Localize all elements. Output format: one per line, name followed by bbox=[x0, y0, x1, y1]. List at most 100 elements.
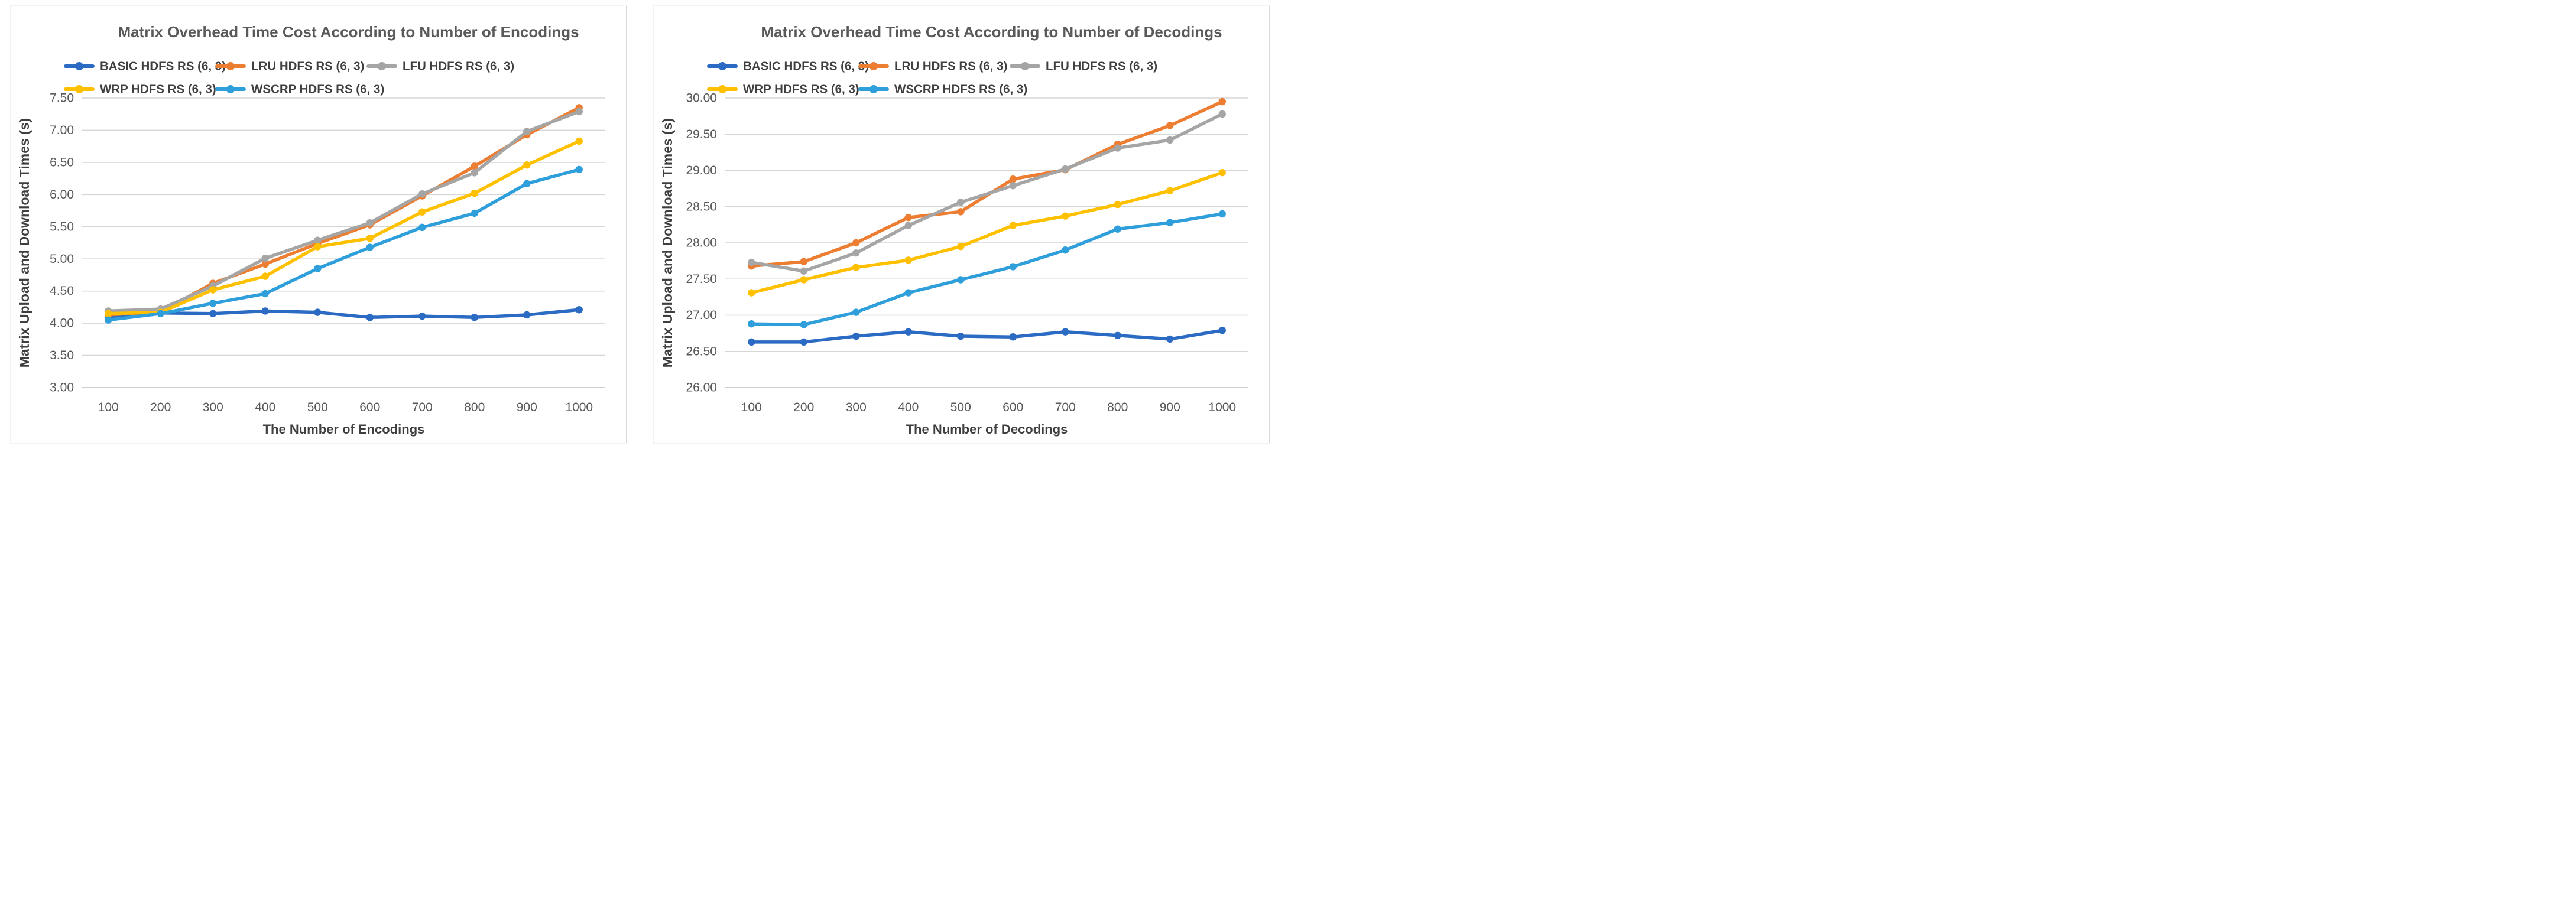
legend-dot-marker-icon bbox=[378, 62, 386, 70]
series-wscrp bbox=[105, 165, 583, 324]
series-wrp bbox=[105, 137, 583, 317]
data-point-marker bbox=[1114, 331, 1121, 339]
x-tick-label: 400 bbox=[898, 401, 919, 414]
decodings-chart-panel: 30.00 29.50 29.00 28.50 28.00 27.50 27.00 26.50… bbox=[654, 6, 1270, 443]
data-point-marker bbox=[1009, 222, 1017, 229]
chart-title: Matrix Overhead Time Cost According to N… bbox=[118, 23, 579, 41]
x-tick-labels-group: 100 200 300 400 500 600 700 800 900 1000 bbox=[98, 401, 593, 414]
data-point-marker bbox=[471, 169, 478, 177]
data-point-marker bbox=[852, 332, 860, 340]
legend-item-lfu: LFU HDFS RS (6, 3) bbox=[1010, 60, 1157, 73]
y-tick-label: 3.00 bbox=[50, 381, 74, 395]
series-line-lru bbox=[750, 100, 1224, 268]
series-wrp bbox=[748, 168, 1226, 297]
series-line-wrp bbox=[750, 171, 1224, 295]
y-tick-label: 26.50 bbox=[686, 344, 717, 358]
legend-label: BASIC HDFS RS (6, 3) bbox=[743, 60, 869, 73]
data-point-marker bbox=[261, 254, 269, 262]
data-point-marker bbox=[852, 264, 860, 271]
data-point-marker bbox=[748, 338, 755, 346]
x-tick-label: 800 bbox=[1107, 401, 1128, 414]
y-tick-label: 5.00 bbox=[50, 252, 74, 266]
data-point-marker bbox=[957, 276, 965, 284]
legend-label: LFU HDFS RS (6, 3) bbox=[403, 60, 514, 73]
series-wscrp bbox=[748, 210, 1226, 328]
y-tick-label: 4.50 bbox=[50, 284, 74, 298]
chart-title: Matrix Overhead Time Cost According to N… bbox=[761, 23, 1222, 41]
legend-item-wrp: WRP HDFS RS (6, 3) bbox=[707, 83, 859, 96]
x-axis-title: The Number of Encodings bbox=[263, 422, 425, 437]
data-point-marker bbox=[957, 199, 965, 206]
data-point-marker bbox=[366, 243, 374, 251]
data-point-marker bbox=[366, 219, 374, 227]
data-point-marker bbox=[1062, 246, 1069, 254]
legend-dot-marker-icon bbox=[75, 85, 83, 93]
data-point-marker bbox=[957, 332, 965, 340]
data-point-marker bbox=[748, 320, 755, 328]
data-point-marker bbox=[1218, 210, 1226, 218]
data-point-marker bbox=[471, 189, 478, 197]
y-tick-label: 26.00 bbox=[686, 381, 717, 395]
legend-item-lfu: LFU HDFS RS (6, 3) bbox=[366, 60, 514, 73]
data-point-marker bbox=[418, 223, 426, 232]
data-point-marker bbox=[800, 267, 807, 275]
data-point-marker bbox=[1166, 136, 1174, 144]
x-tick-label: 500 bbox=[307, 401, 328, 414]
encodings-line-chart-svg: 7.50 7.00 6.50 6.00 5.50 5.00 4.50 4.00 3.50 3.00… bbox=[17, 23, 605, 437]
gridlines-group bbox=[725, 97, 1248, 388]
data-point-marker bbox=[852, 308, 860, 316]
y-tick-label: 27.00 bbox=[686, 308, 717, 322]
data-point-marker bbox=[209, 286, 217, 294]
legend-label: WSCRP HDFS RS (6, 3) bbox=[894, 83, 1027, 96]
data-point-marker bbox=[366, 314, 374, 321]
y-axis-title: Matrix Upload and Download Times (s) bbox=[17, 118, 32, 368]
data-point-marker bbox=[523, 311, 531, 319]
legend: BASIC HDFS RS (6, 3) LRU HDFS RS (6, 3) LF… bbox=[707, 60, 1157, 96]
legend-dot-marker-icon bbox=[870, 62, 878, 70]
legend-label: WRP HDFS RS (6, 3) bbox=[743, 83, 859, 96]
data-point-marker bbox=[261, 307, 269, 315]
data-point-marker bbox=[1166, 335, 1174, 343]
legend-label: WRP HDFS RS (6, 3) bbox=[100, 83, 216, 96]
legend: BASIC HDFS RS (6, 3) LRU HDFS RS (6, 3) LF… bbox=[64, 60, 514, 96]
x-tick-label: 300 bbox=[846, 401, 867, 414]
y-tick-label: 4.00 bbox=[50, 317, 74, 330]
legend-label: WSCRP HDFS RS (6, 3) bbox=[251, 83, 384, 96]
legend-dot-marker-icon bbox=[226, 62, 235, 70]
data-point-marker bbox=[1114, 200, 1121, 209]
y-tick-label: 29.00 bbox=[686, 164, 717, 177]
x-tick-label: 100 bbox=[741, 401, 762, 414]
data-point-marker bbox=[852, 249, 860, 257]
legend-label: LFU HDFS RS (6, 3) bbox=[1046, 60, 1157, 73]
y-tick-label: 28.00 bbox=[686, 236, 717, 250]
data-point-marker bbox=[157, 310, 164, 317]
data-point-marker bbox=[1218, 168, 1226, 177]
data-point-marker bbox=[1062, 328, 1069, 336]
x-tick-label: 600 bbox=[1003, 401, 1023, 414]
data-point-marker bbox=[314, 265, 322, 272]
x-tick-label: 1000 bbox=[565, 401, 593, 414]
series-line-lfu bbox=[750, 112, 1224, 273]
legend-item-wscrp: WSCRP HDFS RS (6, 3) bbox=[215, 83, 384, 96]
data-point-marker bbox=[1009, 182, 1017, 190]
series-line-basic bbox=[750, 328, 1224, 344]
data-point-marker bbox=[748, 289, 755, 297]
series-lfu bbox=[105, 108, 583, 315]
data-point-marker bbox=[575, 108, 583, 116]
data-point-marker bbox=[575, 165, 583, 174]
y-tick-labels-group: 7.50 7.00 6.50 6.00 5.50 5.00 4.50 4.00 3.50 3.00 bbox=[50, 92, 74, 395]
series-line-lru bbox=[106, 106, 581, 317]
legend-item-lru: LRU HDFS RS (6, 3) bbox=[858, 60, 1007, 73]
legend-dot-marker-icon bbox=[75, 62, 83, 70]
data-point-marker bbox=[1009, 263, 1017, 271]
y-tick-label: 3.50 bbox=[50, 349, 74, 362]
data-point-marker bbox=[748, 258, 755, 266]
x-tick-label: 700 bbox=[412, 401, 433, 414]
legend-item-basic: BASIC HDFS RS (6, 3) bbox=[707, 60, 869, 73]
data-point-marker bbox=[523, 128, 531, 135]
data-point-marker bbox=[1166, 122, 1174, 129]
data-point-marker bbox=[471, 314, 478, 321]
y-axis-title: Matrix Upload and Download Times (s) bbox=[660, 118, 675, 368]
series-line-wscrp bbox=[750, 212, 1224, 327]
data-point-marker bbox=[105, 316, 112, 324]
